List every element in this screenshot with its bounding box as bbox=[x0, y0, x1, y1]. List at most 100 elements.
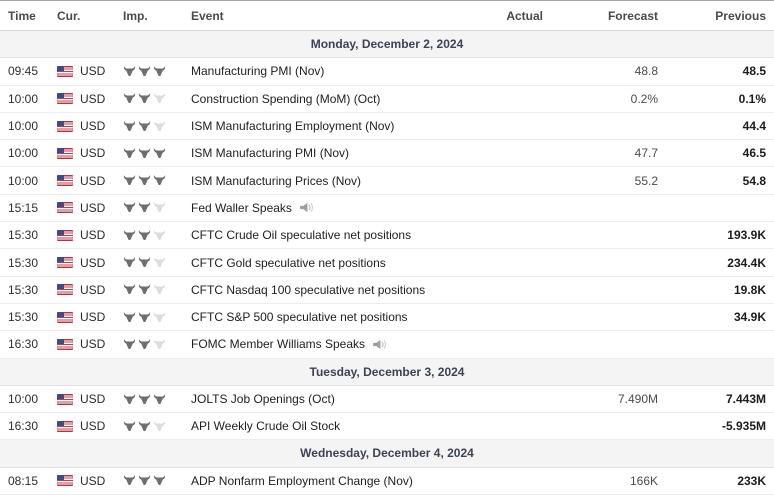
currency-label: USD bbox=[80, 173, 106, 188]
col-header-event: Event bbox=[191, 8, 224, 23]
event-label[interactable]: ADP Nonfarm Employment Change (Nov) bbox=[191, 473, 413, 488]
event-row[interactable]: 09:45 USD Manufacturing PMI (Nov) 48.8 4… bbox=[0, 58, 774, 86]
event-previous: 44.4 bbox=[742, 119, 766, 134]
importance-bulls bbox=[123, 420, 191, 432]
event-name-cell[interactable]: ISM Manufacturing Employment (Nov) bbox=[191, 119, 441, 133]
bull-icon bbox=[123, 257, 136, 268]
event-forecast: 7.490M bbox=[617, 392, 658, 406]
event-row[interactable]: 10:00 USD ISM Manufacturing PMI (Nov) 47… bbox=[0, 140, 774, 168]
event-label[interactable]: FOMC Member Williams Speaks bbox=[191, 337, 366, 352]
event-row[interactable]: 15:15 USD Fed Waller Speaks bbox=[0, 194, 774, 223]
event-label[interactable]: JOLTS Job Openings (Oct) bbox=[191, 392, 335, 406]
us-flag-icon bbox=[57, 257, 73, 269]
bull-icon bbox=[123, 175, 136, 186]
date-header-row: Monday, December 2, 2024 bbox=[0, 31, 774, 59]
bull-icon bbox=[138, 93, 151, 104]
event-time: 15:30 bbox=[8, 282, 39, 297]
event-name-cell[interactable]: API Weekly Crude Oil Stock bbox=[191, 419, 441, 433]
event-currency: USD bbox=[57, 201, 123, 215]
currency-label: USD bbox=[80, 310, 106, 325]
date-label: Monday, December 2, 2024 bbox=[310, 37, 464, 51]
bull-icon bbox=[138, 175, 151, 186]
event-label[interactable]: Fed Waller Speaks bbox=[191, 200, 292, 215]
bull-icon bbox=[153, 93, 166, 104]
event-row[interactable]: 15:30 USD CFTC Nasdaq 100 speculative ne… bbox=[0, 276, 774, 304]
event-label[interactable]: Manufacturing PMI (Nov) bbox=[191, 64, 325, 79]
event-name-cell[interactable]: JOLTS Job Openings (Oct) bbox=[191, 392, 441, 406]
event-forecast: 0.2% bbox=[630, 91, 658, 106]
event-time: 08:15 bbox=[8, 473, 39, 488]
currency-label: USD bbox=[80, 200, 106, 215]
event-label[interactable]: ISM Manufacturing Prices (Nov) bbox=[191, 173, 362, 188]
bull-icon bbox=[153, 147, 166, 158]
event-name-cell[interactable]: Manufacturing PMI (Nov) bbox=[191, 64, 441, 78]
us-flag-icon bbox=[57, 475, 73, 487]
bull-icon bbox=[138, 147, 151, 158]
event-previous: -5.935M bbox=[721, 419, 766, 434]
importance-bulls bbox=[123, 147, 191, 159]
event-currency: USD bbox=[57, 119, 123, 133]
event-row[interactable]: 16:30 USD FOMC Member Williams Speaks bbox=[0, 331, 774, 359]
importance-bulls bbox=[123, 175, 191, 186]
event-currency: USD bbox=[57, 310, 123, 324]
bull-icon bbox=[123, 338, 136, 350]
bull-icon bbox=[153, 284, 166, 295]
currency-label: USD bbox=[80, 282, 106, 297]
event-row[interactable]: 10:00 USD Construction Spending (MoM) (O… bbox=[0, 85, 774, 113]
event-label[interactable]: CFTC Gold speculative net positions bbox=[191, 255, 386, 270]
bull-icon bbox=[123, 284, 136, 295]
us-flag-icon bbox=[57, 338, 73, 350]
bull-icon bbox=[153, 202, 166, 213]
event-label[interactable]: Construction Spending (MoM) (Oct) bbox=[191, 91, 381, 106]
event-name-cell[interactable]: ISM Manufacturing PMI (Nov) bbox=[191, 146, 441, 160]
bull-icon bbox=[123, 120, 136, 131]
event-row[interactable]: 15:30 USD CFTC Crude Oil speculative net… bbox=[0, 222, 774, 250]
event-forecast: 48.8 bbox=[634, 64, 658, 79]
event-name-cell[interactable]: FOMC Member Williams Speaks bbox=[191, 337, 441, 351]
event-row[interactable]: 15:30 USD CFTC S&P 500 speculative net p… bbox=[0, 303, 774, 332]
event-forecast: 55.2 bbox=[634, 173, 658, 188]
event-label[interactable]: CFTC Crude Oil speculative net positions bbox=[191, 228, 412, 243]
event-name-cell[interactable]: Fed Waller Speaks bbox=[191, 201, 441, 215]
event-label[interactable]: API Weekly Crude Oil Stock bbox=[191, 419, 341, 434]
importance-bulls bbox=[123, 257, 191, 268]
event-name-cell[interactable]: CFTC Gold speculative net positions bbox=[191, 256, 441, 270]
event-time: 10:00 bbox=[8, 146, 39, 161]
bull-icon bbox=[138, 120, 151, 131]
bull-icon bbox=[138, 338, 151, 350]
event-label[interactable]: ISM Manufacturing PMI (Nov) bbox=[191, 146, 350, 161]
event-previous: 233K bbox=[737, 473, 766, 488]
event-label[interactable]: CFTC S&P 500 speculative net positions bbox=[191, 310, 408, 325]
bull-icon bbox=[138, 229, 151, 240]
bull-icon bbox=[153, 120, 166, 131]
us-flag-icon bbox=[57, 65, 73, 77]
currency-label: USD bbox=[80, 228, 106, 243]
event-row[interactable]: 08:15 USD ADP Nonfarm Employment Change … bbox=[0, 467, 774, 495]
bull-icon bbox=[138, 65, 151, 77]
currency-label: USD bbox=[80, 337, 106, 352]
event-previous: 34.9K bbox=[733, 310, 766, 325]
date-header-row: Wednesday, December 4, 2024 bbox=[0, 440, 774, 468]
event-row[interactable]: 16:30 USD API Weekly Crude Oil Stock -5.… bbox=[0, 413, 774, 441]
event-label[interactable]: ISM Manufacturing Employment (Nov) bbox=[191, 119, 395, 134]
importance-bulls bbox=[123, 393, 191, 405]
event-label[interactable]: CFTC Nasdaq 100 speculative net position… bbox=[191, 282, 426, 297]
event-name-cell[interactable]: ISM Manufacturing Prices (Nov) bbox=[191, 174, 441, 188]
bull-icon bbox=[153, 311, 166, 322]
bull-icon bbox=[138, 420, 151, 431]
event-currency: USD bbox=[57, 228, 123, 242]
event-row[interactable]: 15:30 USD CFTC Gold speculative net posi… bbox=[0, 249, 774, 277]
event-name-cell[interactable]: CFTC Nasdaq 100 speculative net position… bbox=[191, 283, 441, 297]
event-row[interactable]: 10:00 USD JOLTS Job Openings (Oct) 7.490… bbox=[0, 385, 774, 414]
event-row[interactable]: 10:00 USD ISM Manufacturing Employment (… bbox=[0, 112, 774, 141]
event-time: 15:30 bbox=[8, 310, 39, 325]
event-name-cell[interactable]: ADP Nonfarm Employment Change (Nov) bbox=[191, 474, 441, 488]
event-name-cell[interactable]: CFTC S&P 500 speculative net positions bbox=[191, 310, 441, 324]
event-row[interactable]: 10:00 USD ISM Manufacturing Prices (Nov)… bbox=[0, 167, 774, 195]
event-name-cell[interactable]: Construction Spending (MoM) (Oct) bbox=[191, 92, 441, 106]
event-previous: 7.443M bbox=[725, 392, 766, 406]
us-flag-icon bbox=[57, 229, 73, 241]
table-header-row: Time Cur. Imp. Event Actual Forecast Pre… bbox=[0, 0, 774, 31]
event-name-cell[interactable]: CFTC Crude Oil speculative net positions bbox=[191, 228, 441, 242]
event-currency: USD bbox=[57, 392, 123, 406]
